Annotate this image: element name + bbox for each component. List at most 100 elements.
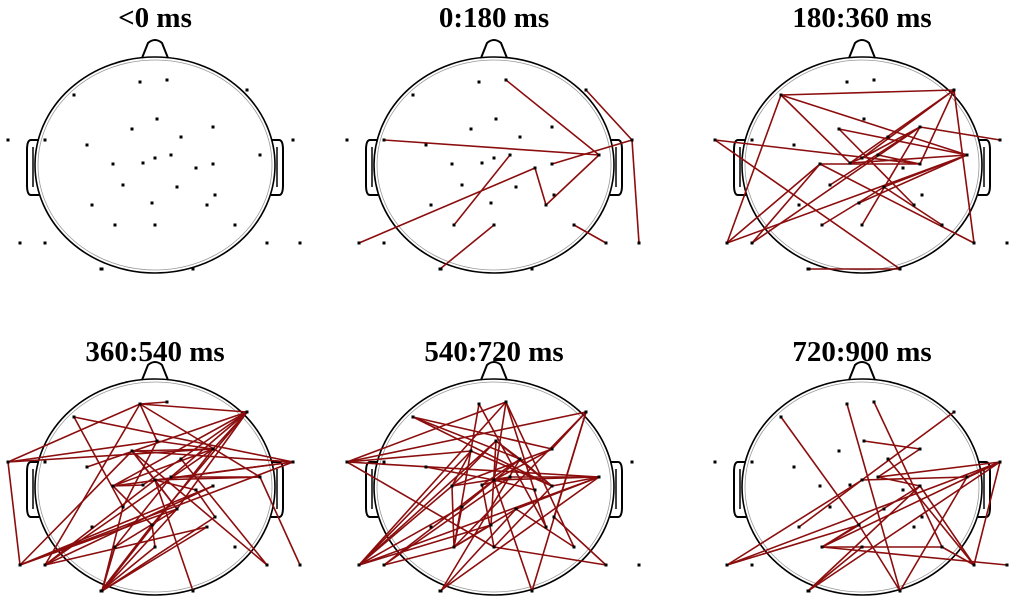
connection-line — [493, 485, 553, 548]
connection-line — [505, 79, 600, 156]
connection-line — [383, 479, 495, 566]
connection-line — [114, 476, 172, 548]
connection-line — [493, 448, 553, 481]
electrode-dot — [85, 465, 89, 469]
electrode-dot — [857, 201, 861, 205]
electrode-dot — [191, 589, 195, 593]
electrode-dot — [153, 478, 157, 482]
connection-line — [346, 411, 587, 463]
electrode-dot — [298, 241, 302, 245]
left-ear-outline — [733, 139, 746, 196]
connection-line — [726, 154, 968, 244]
electrode-dot — [544, 525, 548, 529]
head-outline — [741, 378, 983, 596]
connection-line — [195, 489, 216, 518]
head-outline — [373, 378, 615, 596]
connection-line — [7, 448, 214, 463]
electrode-dot — [291, 460, 295, 464]
electrode-dot — [876, 475, 880, 479]
electrode-dot — [258, 475, 262, 479]
connection-line — [440, 508, 517, 592]
connection-line — [863, 440, 921, 450]
connection-line — [838, 128, 915, 206]
electrode-dot — [99, 589, 103, 593]
electrode-dot — [494, 439, 498, 443]
electrode-dot — [806, 267, 810, 271]
electrode-dot — [952, 88, 956, 92]
electrode-dot — [750, 460, 754, 464]
electrode-dot — [552, 193, 556, 197]
connection-line — [807, 485, 921, 592]
connection-line — [519, 458, 553, 487]
electrode-dot — [828, 505, 832, 509]
connection-line — [19, 461, 294, 566]
connection-line — [551, 139, 633, 165]
connection-line — [551, 476, 600, 487]
head-inner-outline — [376, 59, 612, 271]
electrode-dot — [165, 78, 169, 82]
connection-line — [19, 450, 133, 566]
electrode-dot — [508, 475, 512, 479]
electrode-dot — [533, 488, 537, 492]
electrode-dot — [533, 166, 537, 170]
connection-line — [973, 461, 1001, 566]
electrode-dot — [713, 138, 717, 142]
electrode-dot — [460, 183, 464, 187]
connection-line — [346, 450, 472, 463]
electrode-dot — [750, 563, 754, 567]
connection-line — [101, 526, 208, 592]
connection-line — [726, 94, 782, 244]
electrode-dot — [872, 78, 876, 82]
connection-line — [346, 401, 507, 463]
electrode-dot — [477, 80, 481, 84]
electrode-dot — [130, 449, 134, 453]
electrode-dot — [848, 161, 852, 165]
connection-line — [861, 89, 955, 159]
electrode-dot — [138, 402, 142, 406]
connection-line — [86, 411, 248, 468]
nose-outline — [848, 39, 876, 59]
electrode-dot — [382, 241, 386, 245]
connection-line — [798, 479, 863, 528]
connection-line — [73, 416, 124, 508]
electrode-dot — [492, 545, 496, 549]
electrode-dot — [637, 241, 641, 245]
right-ear-outline — [271, 461, 284, 518]
connection-line — [726, 461, 1001, 566]
electrode-dot — [194, 166, 198, 170]
connection-line — [151, 524, 156, 548]
electrode-dot — [141, 161, 145, 165]
electrode-dot — [550, 125, 554, 129]
head-outline — [373, 56, 615, 274]
electrode-dot — [72, 415, 76, 419]
connection-line — [101, 448, 214, 592]
electrode-dot — [6, 460, 10, 464]
electrode-dot — [213, 193, 217, 197]
electrode-dot — [544, 203, 548, 207]
connection-line — [19, 485, 214, 566]
electrode-dot — [604, 241, 608, 245]
left-ear-outline — [365, 139, 378, 196]
nose-outline — [141, 39, 169, 59]
head-inner-outline — [37, 381, 273, 593]
electrode-dot — [972, 241, 976, 245]
connection-line — [44, 526, 208, 566]
connection-line — [849, 154, 968, 164]
electrode-dot — [205, 525, 209, 529]
electrode-dot — [211, 484, 215, 488]
electrode-dot — [550, 484, 554, 488]
electrode-dot — [604, 563, 608, 567]
electrode-dot — [860, 545, 864, 549]
nose-outline — [480, 361, 508, 381]
connection-line — [714, 139, 901, 270]
connection-line — [861, 126, 921, 159]
electrode-dot — [882, 185, 886, 189]
electrode-dot — [438, 267, 442, 271]
head-outline — [34, 56, 276, 274]
right-ear-outline — [271, 139, 284, 196]
connection-line — [919, 89, 955, 165]
electrode-dot — [940, 545, 944, 549]
